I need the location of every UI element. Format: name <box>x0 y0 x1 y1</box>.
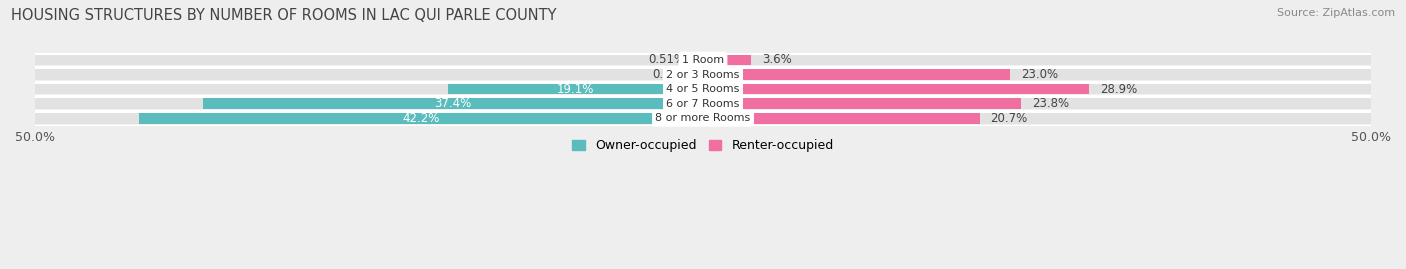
Text: 0.51%: 0.51% <box>648 54 686 66</box>
Bar <box>703 69 1011 80</box>
Bar <box>703 98 1371 109</box>
Text: 4 or 5 Rooms: 4 or 5 Rooms <box>666 84 740 94</box>
Bar <box>703 55 1371 65</box>
Bar <box>703 69 1371 80</box>
Text: 37.4%: 37.4% <box>434 97 472 110</box>
Text: 6 or 7 Rooms: 6 or 7 Rooms <box>666 99 740 109</box>
Bar <box>703 84 1371 94</box>
Text: 42.2%: 42.2% <box>402 112 440 125</box>
Bar <box>703 113 980 123</box>
Text: 23.8%: 23.8% <box>1032 97 1069 110</box>
Bar <box>703 55 751 65</box>
Text: 2 or 3 Rooms: 2 or 3 Rooms <box>666 70 740 80</box>
Bar <box>703 113 1371 123</box>
Text: 1 Room: 1 Room <box>682 55 724 65</box>
Bar <box>703 98 1021 109</box>
Text: Source: ZipAtlas.com: Source: ZipAtlas.com <box>1277 8 1395 18</box>
Text: 23.0%: 23.0% <box>1021 68 1059 81</box>
Bar <box>696 55 703 65</box>
Text: 19.1%: 19.1% <box>557 83 595 96</box>
Text: 20.7%: 20.7% <box>990 112 1028 125</box>
Bar <box>35 55 703 65</box>
Text: 3.6%: 3.6% <box>762 54 792 66</box>
Bar <box>703 84 1090 94</box>
Bar <box>35 98 703 109</box>
Bar <box>204 98 703 109</box>
Bar <box>35 113 703 123</box>
Legend: Owner-occupied, Renter-occupied: Owner-occupied, Renter-occupied <box>568 134 838 157</box>
Bar <box>449 84 703 94</box>
Bar <box>692 69 703 80</box>
Text: 0.8%: 0.8% <box>652 68 682 81</box>
Bar <box>139 113 703 123</box>
Bar <box>35 84 703 94</box>
Text: HOUSING STRUCTURES BY NUMBER OF ROOMS IN LAC QUI PARLE COUNTY: HOUSING STRUCTURES BY NUMBER OF ROOMS IN… <box>11 8 557 23</box>
Text: 8 or more Rooms: 8 or more Rooms <box>655 113 751 123</box>
Text: 28.9%: 28.9% <box>1099 83 1137 96</box>
Bar <box>35 69 703 80</box>
